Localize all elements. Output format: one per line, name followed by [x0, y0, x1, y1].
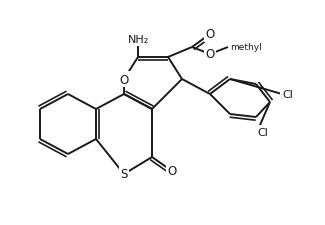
Text: O: O — [205, 48, 214, 61]
Text: O: O — [119, 73, 129, 86]
Text: O: O — [205, 28, 214, 41]
Text: Cl: Cl — [257, 127, 268, 137]
Text: S: S — [120, 168, 128, 181]
Text: methyl: methyl — [230, 43, 262, 52]
Text: O: O — [167, 165, 176, 178]
Text: Cl: Cl — [282, 90, 293, 99]
Text: NH₂: NH₂ — [127, 35, 149, 45]
